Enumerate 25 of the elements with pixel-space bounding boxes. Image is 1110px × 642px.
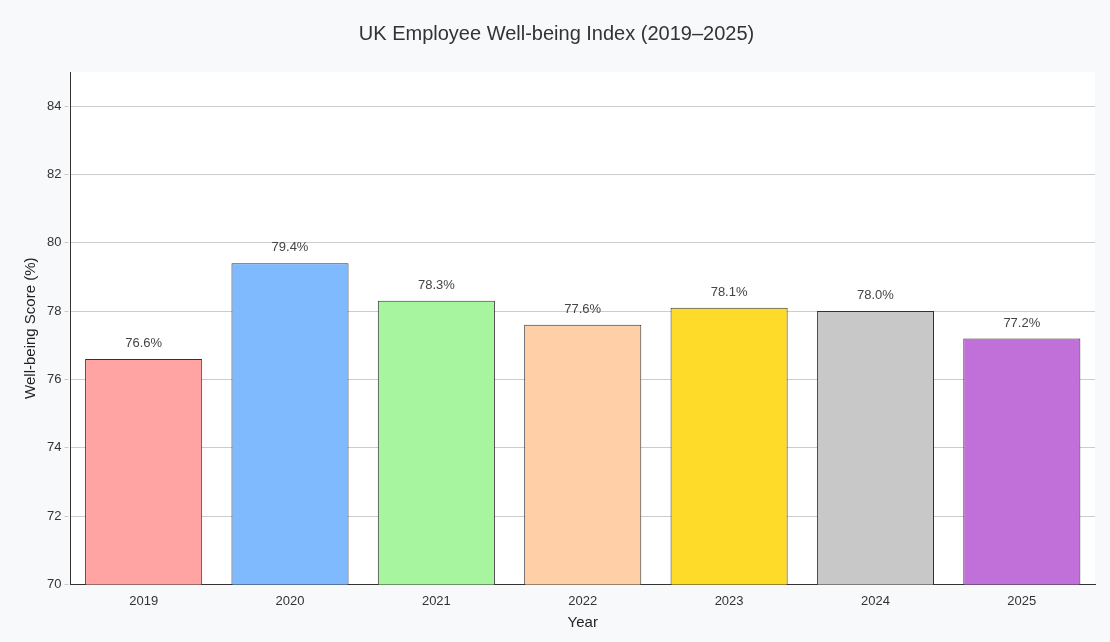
data-label: 78.0% [857, 287, 895, 303]
data-label: 78.3% [417, 276, 456, 292]
x-tick-label: 2023 [714, 592, 744, 608]
y-tick-label: 80 [46, 234, 62, 250]
y-tick-label: 84 [46, 97, 62, 113]
data-label: 79.4% [271, 239, 309, 255]
y-tick-label: 74 [46, 439, 62, 455]
data-label: 77.6% [564, 300, 602, 316]
data-label: 77.2% [1003, 314, 1041, 330]
y-tick-label: 78 [46, 302, 62, 318]
x-tick-label: 2022 [568, 592, 598, 608]
y-tick-label: 82 [46, 166, 62, 182]
x-tick-label: 2025 [1007, 592, 1037, 608]
data-label: 78.1% [710, 283, 748, 299]
y-tick-label: 76 [46, 371, 62, 387]
x-tick-label: 2020 [275, 592, 305, 608]
data-label: 76.6% [125, 335, 163, 351]
y-axis-title: Well-being Score (%) [21, 257, 39, 399]
x-tick-label: 2024 [860, 592, 890, 608]
x-tick-label: 2019 [129, 592, 159, 608]
chart-title: UK Employee Well-being Index (2019–2025) [358, 21, 755, 44]
y-tick-label: 70 [46, 575, 62, 591]
y-tick-label: 72 [46, 507, 62, 523]
x-tick-label: 2021 [421, 592, 451, 608]
x-axis-title: Year [567, 613, 598, 631]
